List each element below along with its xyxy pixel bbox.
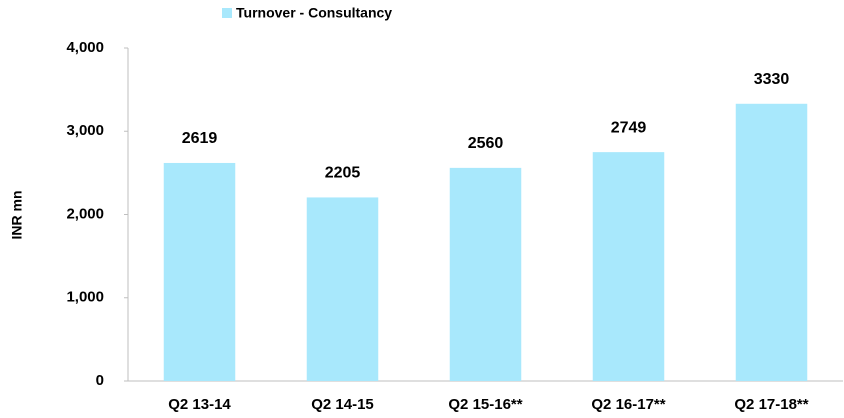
bar (449, 167, 522, 381)
bar (306, 197, 379, 381)
y-tick-label: 1,000 (66, 289, 104, 306)
legend-label: Turnover - Consultancy (236, 5, 392, 21)
bar (163, 162, 236, 381)
data-label: 2560 (468, 135, 504, 152)
y-axis-label: INR mn (9, 191, 25, 240)
y-tick-label: 3,000 (66, 122, 104, 139)
data-label: 2619 (182, 130, 218, 147)
legend-swatch (222, 8, 232, 18)
y-tick-label: 0 (96, 372, 104, 389)
data-label: 2205 (325, 165, 361, 182)
data-label: 3330 (754, 71, 790, 88)
bar (592, 152, 665, 381)
y-tick-label: 4,000 (66, 39, 104, 56)
x-tick-label: Q2 15-16** (448, 396, 522, 413)
x-tick-label: Q2 14-15 (311, 396, 374, 413)
x-tick-label: Q2 17-18** (734, 396, 808, 413)
data-label: 2749 (611, 119, 647, 136)
bar (735, 103, 808, 381)
y-tick-label: 2,000 (66, 205, 104, 222)
x-tick-label: Q2 16-17** (591, 396, 665, 413)
x-tick-label: Q2 13-14 (168, 396, 231, 413)
